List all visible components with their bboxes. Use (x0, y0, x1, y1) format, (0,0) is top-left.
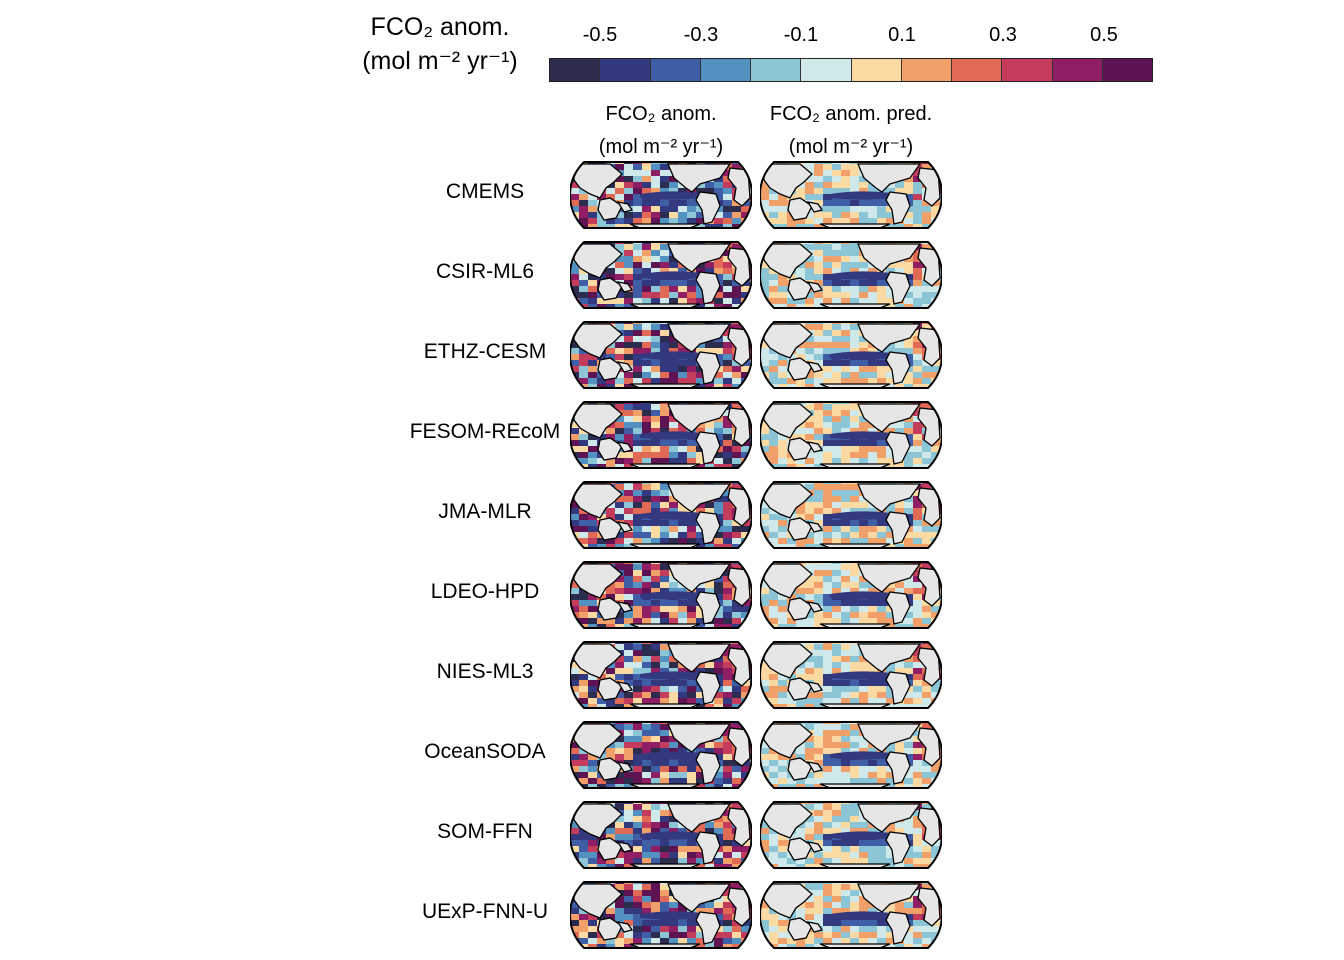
map-panel-fesom-recom-observed (570, 401, 752, 469)
colorbar-segment (952, 59, 1003, 81)
row-label-cmems: CMEMS (445, 180, 525, 203)
map-panel-csir-ml6-observed (570, 241, 752, 309)
map-panel-ethz-cesm-predicted (760, 321, 942, 389)
colorbar-segment (1002, 59, 1053, 81)
colorbar-segment (1052, 59, 1103, 81)
row-label-jma-mlr: JMA-MLR (438, 500, 532, 523)
colorbar-tick: 0.3 (989, 24, 1017, 46)
colorbar-segment (550, 59, 601, 81)
row-label-som-ffn: SOM-FFN (437, 820, 533, 843)
row-label-ethz-cesm: ETHZ-CESM (423, 340, 547, 363)
map-panel-nies-ml3-predicted (760, 641, 942, 709)
map-panel-jma-mlr-observed (570, 481, 752, 549)
colorbar-segment (901, 59, 952, 81)
map-panel-jma-mlr-predicted (760, 481, 942, 549)
colorbar-segment (801, 59, 852, 81)
colorbar-segment (851, 59, 902, 81)
map-panel-uexp-fnn-u-predicted (760, 881, 942, 949)
row-label-oceansoda: OceanSODA (424, 740, 546, 763)
colorbar-tick: 0.5 (1090, 24, 1118, 46)
colorbar-ticks: -0.5 -0.3 -0.1 0.1 0.3 0.5 (550, 24, 1154, 50)
map-panel-fesom-recom-predicted (760, 401, 942, 469)
colorbar-segment (751, 59, 802, 81)
colorbar-tick: 0.1 (888, 24, 916, 46)
map-panel-uexp-fnn-u-observed (570, 881, 752, 949)
map-panel-som-ffn-predicted (760, 801, 942, 869)
map-panel-nies-ml3-observed (570, 641, 752, 709)
map-panel-ethz-cesm-observed (570, 321, 752, 389)
colorbar-tick: -0.3 (683, 24, 719, 46)
colorbar-title: FCO₂ anom. (mol m⁻² yr⁻¹) (340, 10, 540, 78)
row-label-uexp-fnn-u: UExP-FNN-U (422, 900, 548, 923)
row-label-ldeo-hpd: LDEO-HPD (430, 580, 540, 603)
map-panel-oceansoda-predicted (760, 721, 942, 789)
map-panel-cmems-predicted (760, 161, 942, 229)
map-panel-oceansoda-observed (570, 721, 752, 789)
colorbar-segment (600, 59, 651, 81)
colorbar (549, 58, 1153, 82)
colorbar-tick: -0.1 (783, 24, 819, 46)
column-header-observed: FCO₂ anom. (mol m⁻² yr⁻¹) (598, 103, 724, 158)
row-label-csir-ml6: CSIR-ML6 (435, 260, 535, 283)
colorbar-title-line2: (mol m⁻² yr⁻¹) (362, 47, 518, 75)
map-panel-ldeo-hpd-predicted (760, 561, 942, 629)
column-header-predicted: FCO₂ anom. pred. (mol m⁻² yr⁻¹) (769, 103, 933, 158)
colorbar-tick: -0.5 (582, 24, 618, 46)
colorbar-segment (650, 59, 701, 81)
row-label-nies-ml3: NIES-ML3 (436, 660, 534, 683)
map-panel-cmems-observed (570, 161, 752, 229)
map-panel-ldeo-hpd-observed (570, 561, 752, 629)
colorbar-segment (1102, 59, 1152, 81)
colorbar-title-line1: FCO₂ anom. (370, 13, 510, 41)
row-label-fesom-recom: FESOM-REcoM (409, 420, 561, 443)
map-panel-csir-ml6-predicted (760, 241, 942, 309)
map-panel-som-ffn-observed (570, 801, 752, 869)
colorbar-segment (700, 59, 751, 81)
